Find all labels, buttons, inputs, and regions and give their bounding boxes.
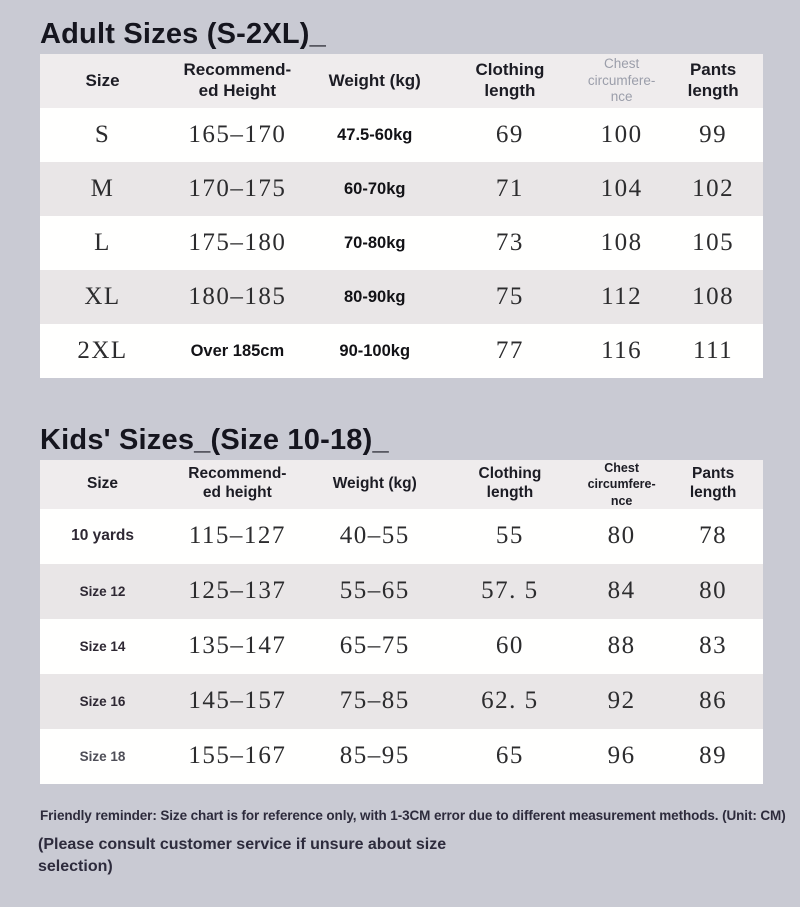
table-cell: L xyxy=(94,229,111,256)
column-header: Pants length xyxy=(663,54,763,108)
table-cell: 86 xyxy=(699,687,728,715)
table-cell: Size 12 xyxy=(79,583,126,599)
table-cell: 116 xyxy=(601,337,643,364)
table-cell: 75–85 xyxy=(339,687,410,715)
table-cell: 125–137 xyxy=(188,577,287,605)
table-cell: 92 xyxy=(607,687,636,715)
table-row: Size 12 125–137 55–65 57. 5 84 80 xyxy=(40,563,763,619)
table-cell: 83 xyxy=(699,632,728,660)
kids-table-body: 10 yards 115–127 40–55 55 80 78 Size 12 125–137… xyxy=(40,508,763,784)
table-cell: 71 xyxy=(495,175,524,202)
table-cell: 10 yards xyxy=(71,527,134,545)
table-cell: 73 xyxy=(495,229,524,256)
table-cell: 96 xyxy=(607,742,636,770)
kids-table-header: Size Recommend- ed height Weight (kg) Cloth… xyxy=(40,460,763,509)
table-cell: 165–170 xyxy=(188,121,287,148)
table-cell: 89 xyxy=(699,742,728,770)
friendly-reminder-note: Friendly reminder: Size chart is for ref… xyxy=(40,807,786,823)
table-cell: 104 xyxy=(600,175,643,202)
table-cell: 57. 5 xyxy=(481,577,539,605)
column-header: Size xyxy=(40,54,166,108)
table-cell: 88 xyxy=(607,632,636,660)
table-cell: 85–95 xyxy=(339,742,410,770)
column-header: Clothing length xyxy=(439,54,581,108)
table-cell: Over 185cm xyxy=(190,341,285,360)
adult-size-table: Size Recommend- ed Height Weight (kg) Cloth… xyxy=(40,54,763,378)
column-header: Pants length xyxy=(663,460,763,509)
table-cell: 145–157 xyxy=(188,687,287,715)
table-row: Size 14 135–147 65–75 60 88 83 xyxy=(40,618,763,674)
table-cell: 115–127 xyxy=(188,522,286,550)
column-header: Weight (kg) xyxy=(309,54,440,108)
adult-table-body: S 165–170 47.5-60kg 69 100 99 M 170–175 60-70kg 7… xyxy=(40,108,763,378)
table-cell: 102 xyxy=(692,175,735,202)
table-cell: 170–175 xyxy=(188,175,287,202)
table-cell: 135–147 xyxy=(188,632,287,660)
table-cell: 108 xyxy=(600,229,643,256)
table-cell: Size 18 xyxy=(79,748,126,764)
kids-sizes-title: Kids' Sizes_(Size 10-18)_ xyxy=(40,424,389,456)
table-row: S 165–170 47.5-60kg 69 100 99 xyxy=(40,108,763,162)
table-cell: 60-70kg xyxy=(344,179,406,198)
column-header: Weight (kg) xyxy=(309,460,440,509)
column-header: Chest circumfere- nce xyxy=(580,54,664,108)
table-cell: 105 xyxy=(692,229,735,256)
table-cell: M xyxy=(90,175,115,202)
column-header: Recommend- ed Height xyxy=(165,54,310,108)
table-cell: 84 xyxy=(607,577,636,605)
table-cell: 70-80kg xyxy=(344,233,406,252)
column-header: Chest circumfere- nce xyxy=(580,460,664,509)
table-cell: 65–75 xyxy=(339,632,410,660)
table-cell: 65 xyxy=(495,742,524,770)
table-row: L 175–180 70-80kg 73 108 105 xyxy=(40,216,763,270)
table-cell: 100 xyxy=(600,121,643,148)
table-cell: 111 xyxy=(693,337,734,364)
table-row: XL 180–185 80-90kg 75 112 108 xyxy=(40,270,763,324)
consult-service-note: (Please consult customer service if unsu… xyxy=(38,835,447,875)
table-cell: 112 xyxy=(601,283,643,310)
column-header: Clothing length xyxy=(439,460,581,509)
table-cell: 2XL xyxy=(77,337,128,364)
table-cell: Size 16 xyxy=(79,693,126,709)
table-cell: 62. 5 xyxy=(481,687,539,715)
table-cell: 180–185 xyxy=(188,283,287,310)
table-cell: 69 xyxy=(495,121,524,148)
table-cell: 60 xyxy=(495,632,524,660)
table-row: Size 16 145–157 75–85 62. 5 92 86 xyxy=(40,673,763,729)
column-header: Size xyxy=(40,460,166,509)
table-cell: 155–167 xyxy=(188,742,287,770)
table-cell: 47.5-60kg xyxy=(337,125,413,144)
table-cell: XL xyxy=(84,283,121,310)
adult-sizes-title: Adult Sizes (S-2XL)_ xyxy=(40,18,326,50)
table-row: M 170–175 60-70kg 71 104 102 xyxy=(40,162,763,216)
table-cell: 90-100kg xyxy=(339,341,411,360)
table-cell: 77 xyxy=(495,337,524,364)
adult-table-header: Size Recommend- ed Height Weight (kg) Cloth… xyxy=(40,54,763,108)
table-cell: Size 14 xyxy=(79,638,126,654)
table-row: Size 18 155–167 85–95 65 96 89 xyxy=(40,728,763,784)
table-row: 2XL Over 185cm 90-100kg 77 116 111 xyxy=(40,324,763,378)
table-cell: 55 xyxy=(495,522,524,550)
table-cell: 40–55 xyxy=(339,522,410,550)
table-cell: 75 xyxy=(495,283,524,310)
kids-size-table: Size Recommend- ed height Weight (kg) Cloth… xyxy=(40,460,763,784)
table-cell: 80-90kg xyxy=(344,287,406,306)
table-cell: 175–180 xyxy=(188,229,287,256)
table-cell: 80 xyxy=(607,522,636,550)
table-cell: 78 xyxy=(699,522,728,550)
table-cell: 99 xyxy=(699,121,728,148)
table-cell: 80 xyxy=(699,577,728,605)
table-cell: S xyxy=(94,121,111,148)
table-cell: 108 xyxy=(692,283,735,310)
table-cell: 55–65 xyxy=(339,577,410,605)
table-row: 10 yards 115–127 40–55 55 80 78 xyxy=(40,508,763,564)
column-header: Recommend- ed height xyxy=(165,460,310,509)
